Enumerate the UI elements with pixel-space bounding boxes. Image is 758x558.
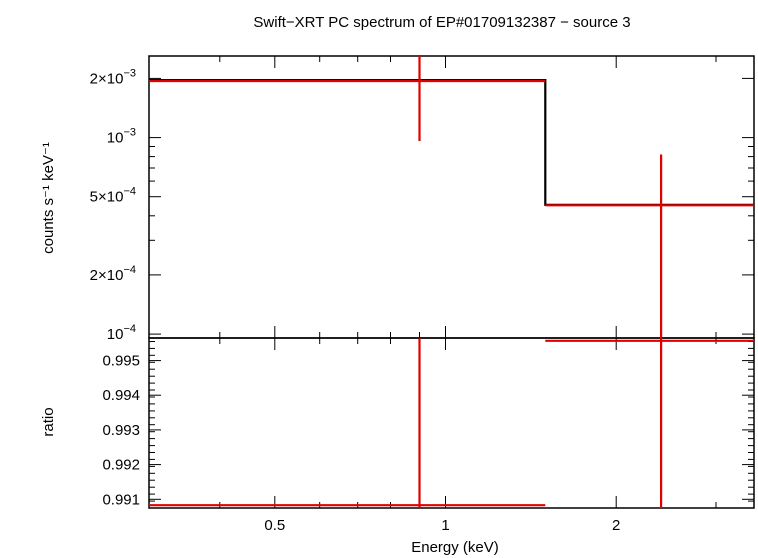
y-tick-label: 10−4	[107, 323, 136, 343]
top-panel-y-tick-labels: 2×10−3 10−3 5×10−4 2×10−4 10−4	[90, 67, 136, 343]
top-y-axis-label: counts s⁻¹ keV⁻¹	[40, 142, 57, 254]
bottom-panel-frame	[148, 337, 755, 509]
y-tick-label: 0.993	[102, 422, 140, 439]
y-tick-label: 2×10−4	[90, 264, 136, 284]
model-histogram	[149, 79, 754, 206]
x-tick-label: 1	[441, 517, 449, 534]
x-tick-label: 2	[612, 517, 620, 534]
bottom-panel-ticks	[148, 338, 754, 509]
x-tick-labels: 0.5 1 2	[264, 517, 620, 534]
top-panel-frame	[148, 55, 755, 339]
y-tick-label: 0.994	[102, 387, 140, 404]
y-tick-label: 10−3	[107, 127, 136, 147]
bottom-y-axis-label: ratio	[40, 407, 57, 436]
y-tick-label: 0.991	[102, 491, 140, 508]
y-tick-label: 2×10−3	[90, 67, 136, 87]
chart-title: Swift−XRT PC spectrum of EP#01709132387 …	[253, 14, 630, 31]
y-tick-label: 5×10−4	[90, 186, 136, 206]
y-tick-label: 0.992	[102, 457, 140, 474]
top-panel-ticks	[148, 56, 754, 338]
y-tick-label: 0.995	[102, 353, 140, 370]
bottom-panel-y-tick-labels: 0.991 0.992 0.993 0.994 0.995	[102, 353, 140, 509]
x-axis-label: Energy (keV)	[411, 539, 499, 556]
x-tick-label: 0.5	[264, 517, 285, 534]
model-layer	[149, 79, 754, 206]
data-layer	[149, 56, 754, 508]
